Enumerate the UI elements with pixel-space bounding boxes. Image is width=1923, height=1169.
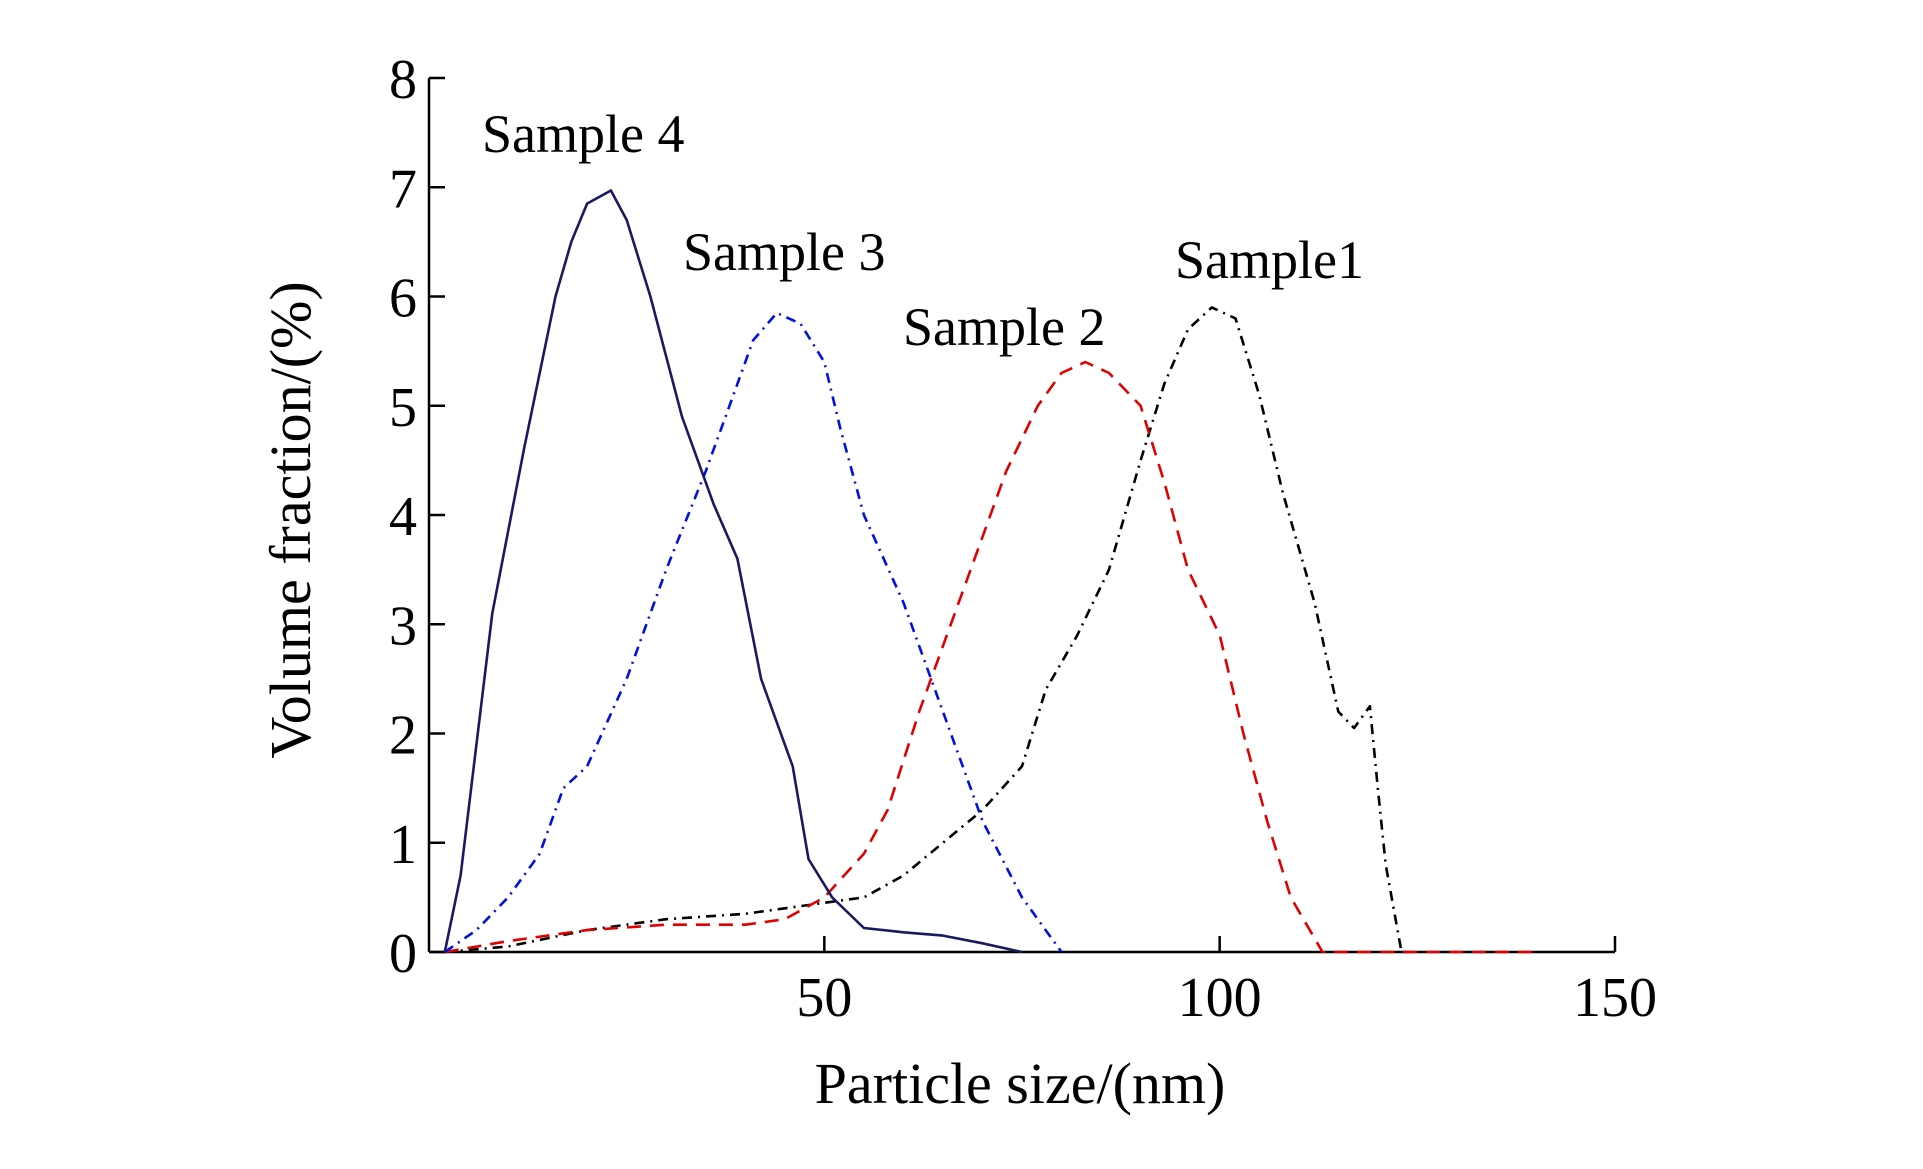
y-tick-label: 1 [389, 814, 417, 876]
y-tick-label: 3 [389, 595, 417, 657]
series-lines [443, 189, 1536, 954]
x-tick-label: 50 [796, 967, 852, 1029]
annotation-sample-2: Sample 2 [903, 297, 1105, 357]
y-tick-label: 8 [389, 49, 417, 111]
ticks: 50 100 150 0 1 2 3 4 5 6 7 8 [389, 49, 1657, 1029]
x-axis-label: Particle size/(nm) [815, 1051, 1226, 1116]
y-tick-label: 2 [389, 705, 417, 767]
y-tick-label: 0 [389, 923, 417, 985]
annotation-sample-3: Sample 3 [683, 222, 885, 282]
annotation-sample-1: Sample1 [1175, 230, 1364, 290]
y-axis-label: Volume fraction/(%) [258, 281, 323, 758]
x-tick-label: 150 [1573, 967, 1657, 1029]
series-line-1 [444, 306, 1410, 954]
y-tick-label: 6 [389, 268, 417, 330]
x-tick-label: 100 [1178, 967, 1262, 1029]
annotation-sample-4: Sample 4 [482, 104, 684, 164]
series-line-2 [444, 360, 1536, 954]
y-tick-label: 4 [389, 486, 417, 548]
series-line-4 [443, 189, 1023, 954]
series-line-3 [444, 311, 1063, 954]
axes [427, 78, 1615, 954]
y-tick-label: 7 [389, 158, 417, 220]
y-tick-label: 5 [389, 377, 417, 439]
